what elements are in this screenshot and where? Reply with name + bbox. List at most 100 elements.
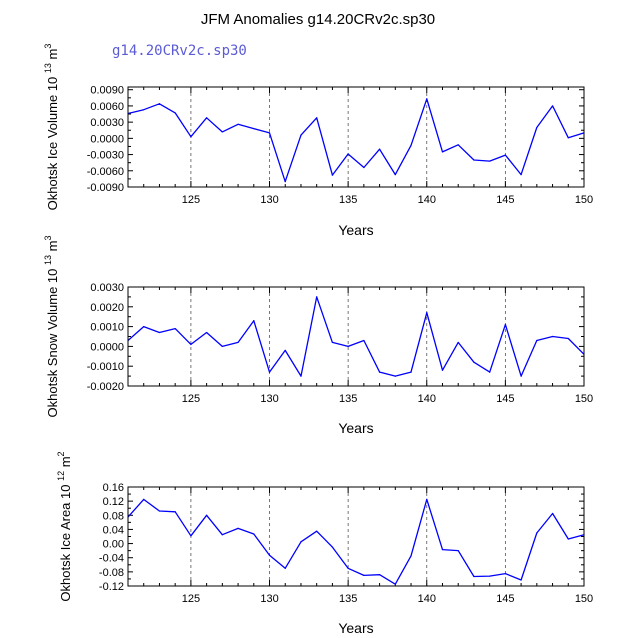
data-point [363,166,365,169]
data-point [394,583,396,585]
chart-panel-2: -0.0020 -0.0010 0.0000 0.0010 0.0020 0.0030 12… [43,236,593,436]
data-point [237,123,239,125]
data-point [394,173,396,176]
data-point [174,511,176,513]
data-point [551,335,554,338]
data-point [378,574,381,576]
chart-panel-3: -0.12 -0.08 -0.04 0.00 0.04 0.08 0.12 0.16 125 13… [56,451,593,636]
data-point [489,575,491,577]
data-point [268,554,271,556]
series-line [127,296,585,377]
data-point [441,369,444,371]
y-axis-label-main: Okhotsk Ice Area 10 [58,481,73,602]
data-point [221,131,223,133]
ytick-label: 0.0090 [90,85,124,97]
xtick-label: 150 [575,593,593,605]
data-point [520,173,522,176]
ytick-label: 0.00 [103,539,124,551]
figure-subtitle: g14.20CRv2c.sp30 [112,43,247,59]
data-point [410,144,412,146]
chart-panel-1: -0.0090 -0.0060 -0.0030 0.0000 0.0030 0.0060 0… [43,44,593,238]
plot-frame [127,286,585,387]
data-point [316,296,318,298]
data-point [300,541,302,543]
xtick-label: 135 [339,194,357,206]
data-point [457,144,459,146]
data-point [221,534,223,536]
xtick-label: 130 [260,393,278,405]
xtick-label: 140 [418,593,436,605]
series-line [127,98,585,183]
xtick-label: 150 [575,393,593,405]
data-point [536,126,538,129]
y-axis-label-exponent: 13 [43,63,53,73]
data-point [426,312,428,314]
series-line [127,498,585,585]
y-axis-label-unit-exponent: 3 [43,236,53,241]
xtick-label: 125 [182,593,200,605]
xtick-label: 140 [418,194,436,206]
data-point [237,341,239,344]
ytick-label: 0.0000 [90,341,124,353]
figure-title: JFM Anomalies g14.20CRv2c.sp30 [201,11,435,28]
data-point [143,326,145,328]
y-axis-label-unit-exponent: 2 [56,451,66,456]
data-point [473,159,475,161]
data-point [268,371,271,373]
data-point [536,339,538,342]
ytick-label: 0.0020 [90,302,124,314]
y-axis-label: Okhotsk Ice Area 10 12 m2 [56,451,73,601]
data-point [316,530,318,532]
ytick-label: 0.0010 [90,322,124,334]
y-axis-label: Okhotsk Ice Volume 10 13 m3 [43,44,60,211]
data-point [190,535,192,537]
data-point [363,574,365,576]
data-point [190,136,192,138]
chart-panels: -0.0090 -0.0060 -0.0030 0.0000 0.0030 0.0060 0… [43,44,593,636]
data-point [504,573,506,575]
x-axis-label: Years [338,420,373,436]
data-point [237,527,239,529]
ytick-label: 0.0030 [90,282,124,294]
data-point [567,538,569,540]
data-point [143,109,145,111]
xtick-label: 145 [496,194,514,206]
y-axis-label-exponent: 13 [43,255,53,265]
data-point [347,153,349,155]
data-point [316,117,318,119]
data-point [473,575,475,578]
data-point [206,514,208,516]
x-axis-label: Years [338,222,373,238]
data-point [441,151,444,153]
data-point [457,550,459,552]
data-point [410,371,412,373]
y-axis-label-main: Okhotsk Snow Volume 10 [45,265,60,417]
data-point [363,339,365,342]
data-point [394,375,396,377]
data-point [174,327,176,330]
data-point [457,341,459,344]
data-point [253,128,255,130]
data-point [158,331,161,334]
plot-frame [127,486,585,587]
ytick-label: -0.08 [99,567,124,579]
data-point [331,174,334,176]
plot-frame [127,86,585,188]
y-axis-label-main: Okhotsk Ice Volume 10 [45,73,60,210]
xtick-label: 150 [575,194,593,206]
data-point [174,112,176,114]
ytick-label: 0.08 [103,510,124,522]
data-point [567,337,569,340]
data-point [253,320,255,322]
data-point [426,98,428,100]
y-axis-label-unit: m [58,456,73,470]
data-point [190,343,192,346]
data-point [489,160,491,162]
data-point [206,117,208,119]
ytick-label: 0.16 [103,482,124,494]
data-point [284,349,286,351]
data-point [206,331,208,334]
y-axis-label-unit: m [45,241,60,255]
xtick-label: 125 [182,393,200,405]
ytick-label: 0.0030 [90,117,124,129]
